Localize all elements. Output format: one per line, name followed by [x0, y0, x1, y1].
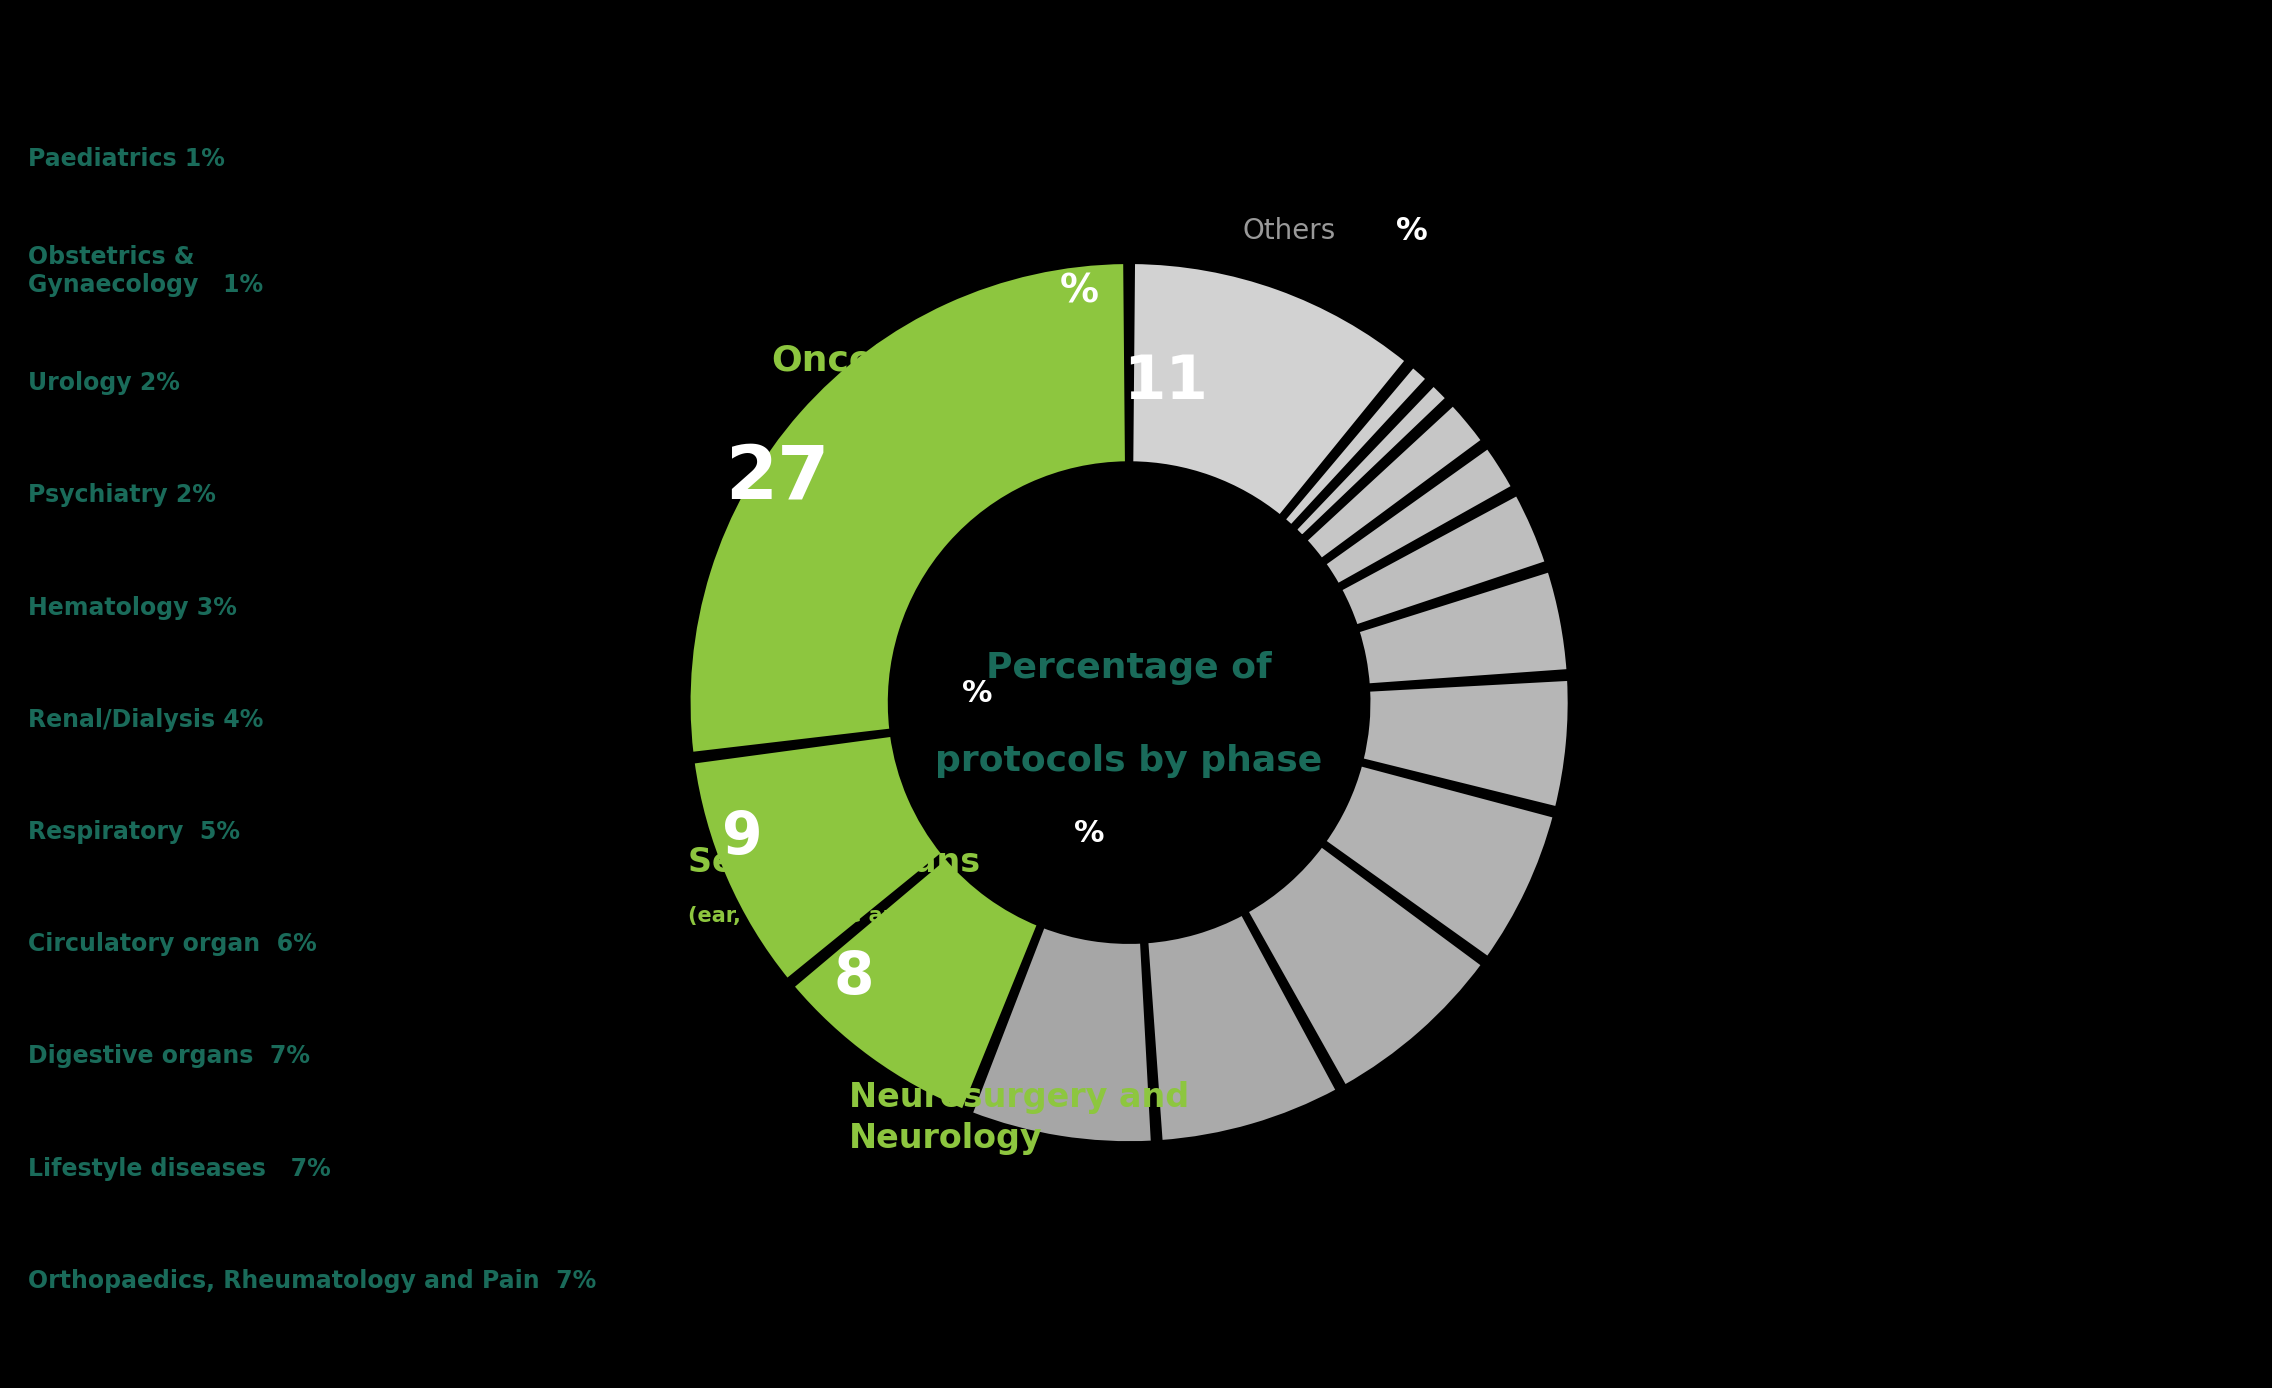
Wedge shape	[1325, 447, 1513, 586]
Text: 11: 11	[1122, 354, 1209, 412]
Wedge shape	[1295, 384, 1447, 537]
Text: %: %	[961, 679, 993, 708]
Wedge shape	[1325, 765, 1554, 959]
Text: Urology 2%: Urology 2%	[27, 371, 179, 396]
Wedge shape	[1145, 913, 1338, 1142]
Text: protocols by phase: protocols by phase	[936, 744, 1322, 779]
Text: Neurosurgery and
Neurology: Neurosurgery and Neurology	[850, 1081, 1188, 1155]
Wedge shape	[1247, 845, 1484, 1087]
Text: Psychiatry 2%: Psychiatry 2%	[27, 483, 216, 508]
Text: 8: 8	[834, 949, 875, 1006]
Text: %: %	[1075, 819, 1104, 848]
Text: Paediatrics 1%: Paediatrics 1%	[27, 147, 225, 171]
Text: Others: Others	[1243, 217, 1336, 246]
Text: Lifestyle diseases   7%: Lifestyle diseases 7%	[27, 1156, 329, 1181]
Wedge shape	[1284, 365, 1427, 527]
Text: (ear, nose, eye and skin): (ear, nose, eye and skin)	[688, 906, 977, 926]
Text: Percentage of: Percentage of	[986, 651, 1272, 686]
Text: Oncology: Oncology	[770, 344, 961, 378]
Wedge shape	[688, 262, 1127, 754]
Text: Hematology 3%: Hematology 3%	[27, 595, 236, 619]
Wedge shape	[970, 926, 1152, 1144]
Text: %: %	[1395, 215, 1427, 247]
Wedge shape	[693, 734, 943, 980]
Wedge shape	[1131, 262, 1406, 516]
Wedge shape	[793, 856, 1038, 1110]
Text: Sensory organs: Sensory organs	[688, 845, 979, 879]
Text: 9: 9	[722, 809, 763, 866]
Text: Respiratory  5%: Respiratory 5%	[27, 820, 239, 844]
Wedge shape	[1356, 570, 1568, 686]
Text: Renal/Dialysis 4%: Renal/Dialysis 4%	[27, 708, 264, 731]
Wedge shape	[1304, 404, 1484, 561]
Text: 27: 27	[725, 441, 829, 515]
Wedge shape	[1361, 679, 1570, 808]
Text: Orthopaedics, Rheumatology and Pain  7%: Orthopaedics, Rheumatology and Pain 7%	[27, 1269, 595, 1294]
Text: Digestive organs  7%: Digestive organs 7%	[27, 1045, 309, 1069]
Text: Obstetrics &
Gynaecology   1%: Obstetrics & Gynaecology 1%	[27, 246, 264, 297]
Text: %: %	[1061, 273, 1100, 311]
Text: Circulatory organ  6%: Circulatory organ 6%	[27, 933, 316, 956]
Wedge shape	[1340, 494, 1547, 627]
